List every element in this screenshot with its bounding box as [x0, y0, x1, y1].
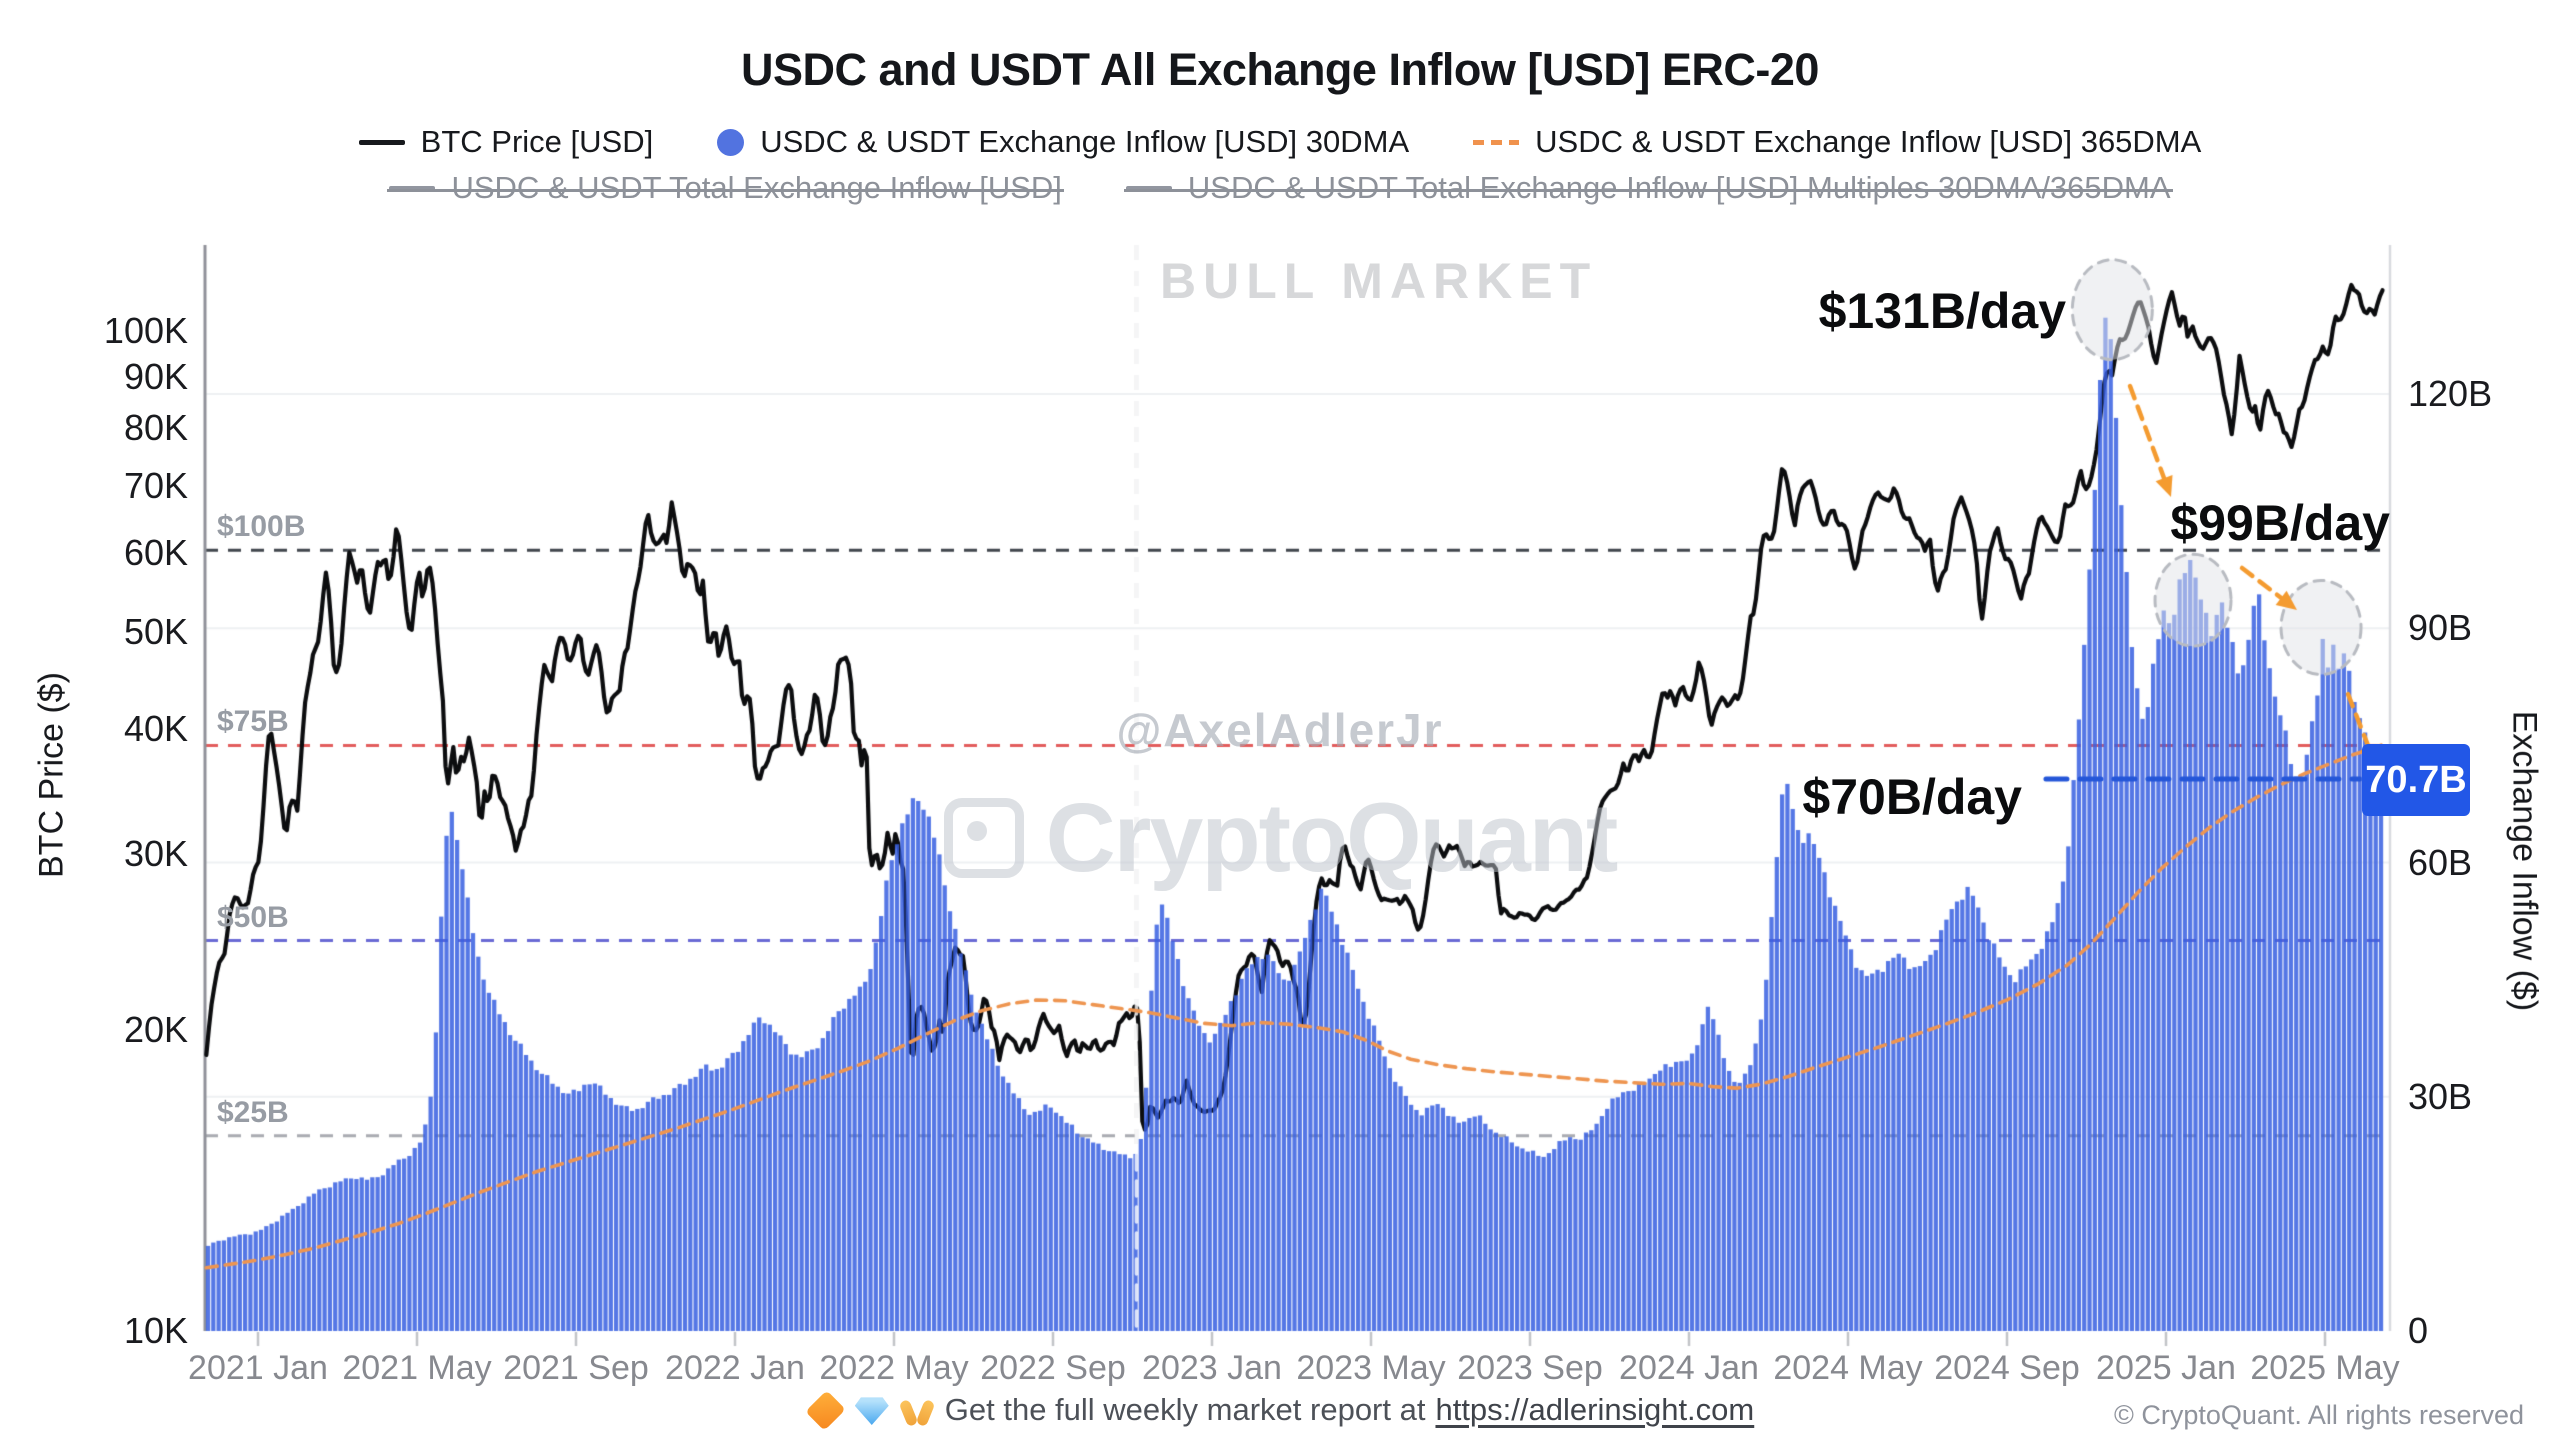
ref-line-label: $100B: [217, 510, 306, 544]
ref-line-label: $25B: [217, 1095, 289, 1129]
y-right-tick-label: 0: [2408, 1310, 2429, 1351]
bull-market-label: BULL MARKET: [1160, 253, 1598, 309]
raised-hands-icon: [898, 1394, 936, 1428]
x-tick-label: 2023 Sep: [1457, 1349, 1603, 1387]
watermark-brand-text: CryptoQuant: [1045, 783, 1619, 892]
y-right-tick-label: 60B: [2408, 841, 2473, 883]
ref-line-label: $75B: [217, 705, 289, 739]
y-right-tick-label: 30B: [2408, 1075, 2473, 1117]
x-tick-label: 2024 Sep: [1934, 1349, 2080, 1387]
ref-line-label: $50B: [217, 900, 289, 934]
y-left-tick-label: 40K: [123, 707, 188, 749]
current-value-badge: 70.7B: [2362, 744, 2470, 816]
callout-99b-per-day: $99B/day: [2170, 495, 2390, 551]
footer-note: Get the full weekly market report at htt…: [0, 1389, 2560, 1431]
y-right-tick-label: 120B: [2408, 373, 2493, 414]
y-left-tick-label: 70K: [123, 464, 188, 506]
x-tick-label: 2021 Jan: [188, 1349, 328, 1387]
x-tick-label: 2022 May: [819, 1349, 969, 1387]
report-link[interactable]: https://adlerinsight.com: [1435, 1392, 1755, 1427]
y-left-tick-label: 20K: [123, 1008, 188, 1050]
x-tick-label: 2024 May: [1773, 1349, 1923, 1387]
y-left-tick-label: 90K: [123, 355, 188, 397]
callout-70b-per-day: $70B/day: [1802, 769, 2022, 825]
y-left-tick-label: 50K: [123, 611, 188, 653]
x-tick-label: 2022 Sep: [980, 1349, 1126, 1387]
orange-diamond-icon: [805, 1389, 846, 1431]
x-tick-label: 2022 Jan: [665, 1349, 805, 1387]
x-tick-label: 2024 Jan: [1619, 1349, 1759, 1387]
x-tick-label: 2025 May: [2250, 1349, 2400, 1387]
gem-icon: [854, 1397, 889, 1425]
x-tick-label: 2025 Jan: [2096, 1349, 2236, 1387]
watermark-handle: @AxelAdlerJr: [1116, 704, 1444, 756]
callout-131b-per-day: $131B/day: [1818, 283, 2066, 339]
y-left-tick-label: 100K: [103, 310, 188, 351]
x-tick-label: 2023 May: [1296, 1349, 1446, 1387]
x-tick-label: 2021 May: [342, 1349, 492, 1387]
y-left-tick-label: 30K: [123, 832, 188, 874]
copyright-note: © CryptoQuant. All rights reserved: [2113, 1400, 2524, 1430]
x-tick-label: 2023 Jan: [1142, 1349, 1282, 1387]
footer-text: Get the full weekly market report at: [944, 1392, 1426, 1427]
cryptoquant-logo-icon: [943, 798, 1024, 878]
y-right-tick-label: 90B: [2408, 607, 2473, 649]
x-tick-label: 2021 Sep: [503, 1349, 649, 1387]
y-left-tick-label: 60K: [123, 531, 188, 573]
y-left-tick-label: 80K: [123, 406, 188, 448]
y-left-tick-label: 10K: [123, 1310, 188, 1351]
watermark-brand: CryptoQuant: [0, 782, 2560, 894]
